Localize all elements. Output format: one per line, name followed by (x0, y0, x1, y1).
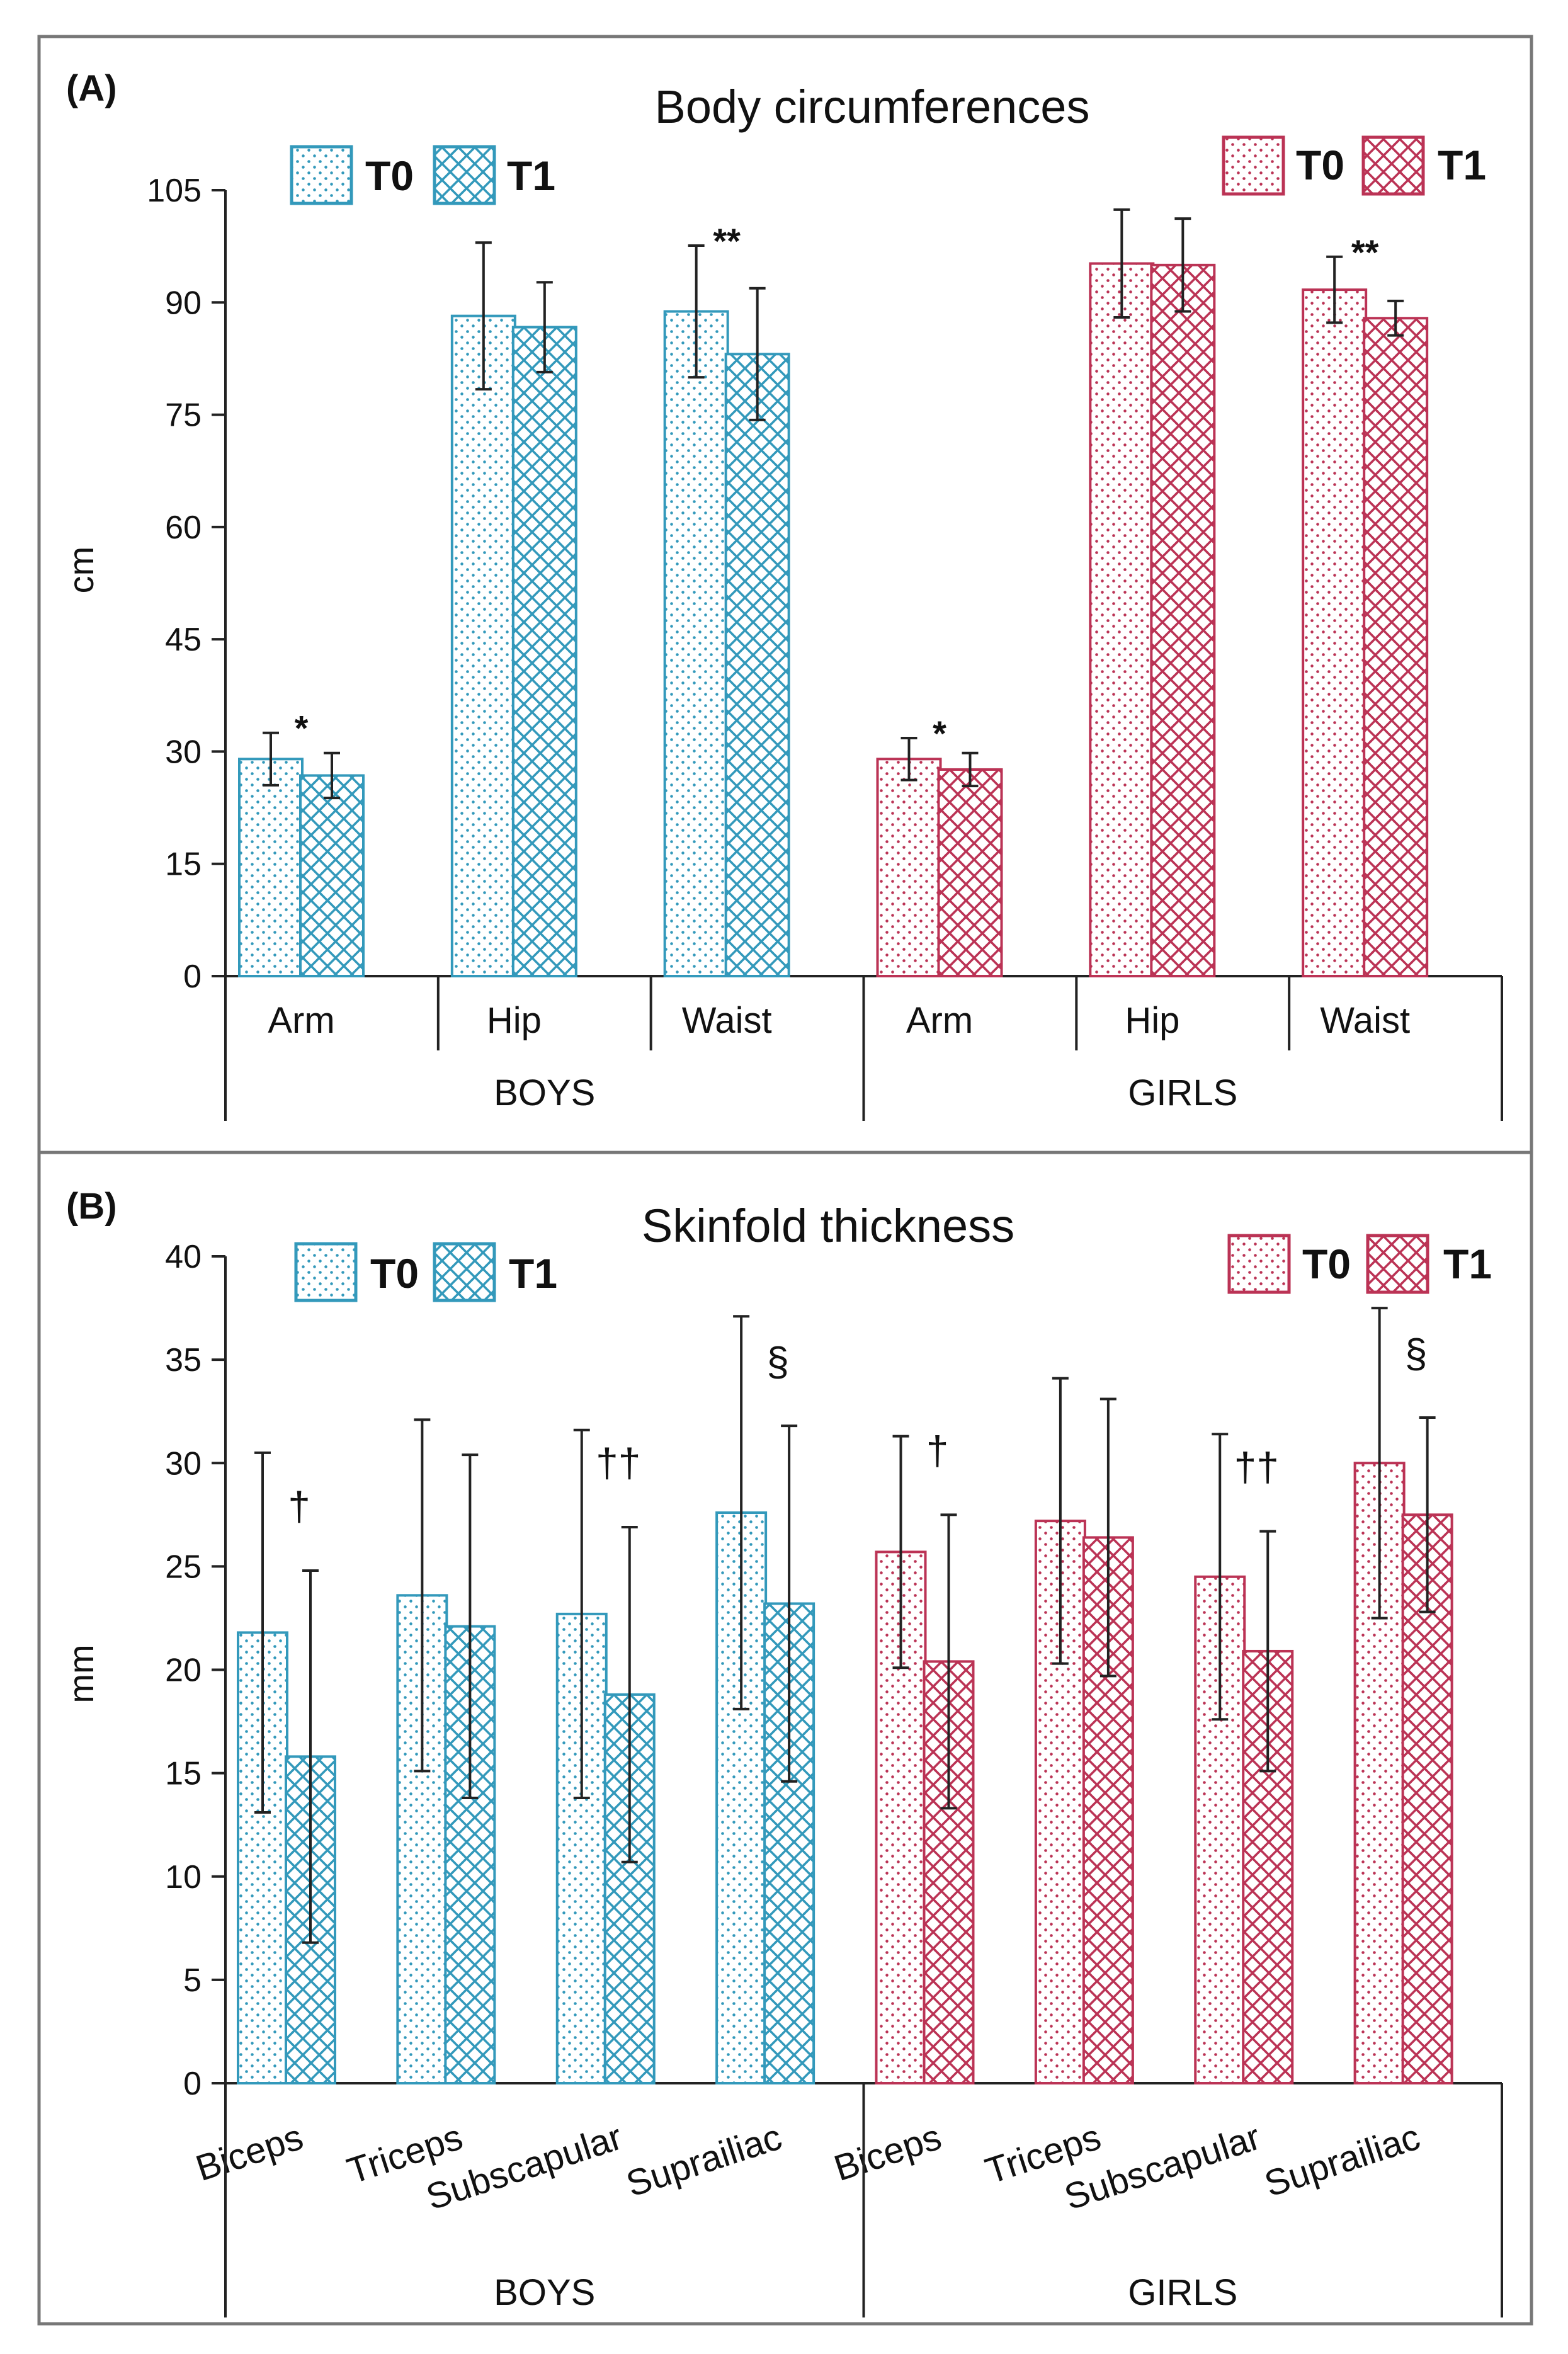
group-label: GIRLS (1128, 1072, 1237, 1113)
bar-girls-arm-t1 (937, 768, 1003, 978)
significance-marker: § (1405, 1331, 1428, 1376)
y-tick-label: 75 (165, 397, 202, 434)
significance-marker: †† (596, 1440, 640, 1486)
panel-b-legend-girls: T0 T1 (1227, 1234, 1492, 1294)
legend-swatch-boys-t0 (290, 145, 353, 205)
bar-boys-arm-t0 (238, 758, 304, 978)
significance-marker: † (288, 1484, 310, 1529)
legend-swatch-boys-t1 (433, 1242, 496, 1302)
legend-swatch-girls-t0 (1227, 1234, 1291, 1294)
bar-girls-waist-t0 (1302, 288, 1368, 978)
category-label: Biceps (829, 2117, 946, 2190)
panel-b-legend-boys: T0 T1 (294, 1242, 557, 1302)
y-tick-label: 25 (165, 1549, 202, 1585)
significance-marker: ** (1351, 232, 1379, 272)
y-tick-label: 105 (147, 173, 202, 209)
y-tick-label: 0 (183, 2066, 202, 2102)
y-tick-label: 35 (165, 1342, 202, 1379)
category-label: Waist (682, 1000, 772, 1041)
panel-b-y-axis-label: mm (61, 1644, 101, 1703)
significance-marker: * (933, 714, 946, 753)
significance-marker: § (766, 1339, 789, 1384)
category-label: Arm (906, 1000, 973, 1041)
panel-b-label: (B) (66, 1186, 117, 1227)
category-label: Hip (487, 1000, 542, 1041)
panel-a-legend-girls: T0 T1 (1222, 135, 1486, 196)
legend-label-boys-t0: T0 (365, 152, 414, 199)
legend-swatch-girls-t1 (1361, 135, 1425, 196)
y-tick-label: 10 (165, 1859, 202, 1896)
y-tick-label: 0 (183, 958, 202, 995)
category-label: Waist (1320, 1000, 1410, 1041)
group-label: GIRLS (1128, 2272, 1237, 2313)
bar-boys-waist-t1 (724, 353, 790, 977)
panel-b-frame (37, 1151, 1533, 2326)
bar-girls-hip-t1 (1150, 263, 1216, 977)
bar-girls-arm-t0 (876, 758, 942, 978)
bar-girls-hip-t0 (1089, 262, 1155, 978)
legend-label-girls-t1: T1 (1438, 142, 1486, 188)
category-label: Suprailiac (1259, 2117, 1424, 2205)
y-tick-label: 90 (165, 285, 202, 321)
legend-label-girls-t1: T1 (1443, 1241, 1492, 1287)
y-tick-label: 40 (165, 1239, 202, 1275)
y-tick-label: 30 (165, 1445, 202, 1482)
bar-boys-hip-t1 (511, 326, 577, 977)
panel-a-y-axis-label: cm (61, 547, 101, 594)
category-label: Arm (268, 1000, 334, 1041)
panel-b-title: Skinfold thickness (642, 1200, 1014, 1252)
bar-boys-waist-t0 (663, 310, 729, 977)
significance-marker: ** (713, 221, 741, 261)
panel-a-plot: 0 15 30 45 60 75 90 105 * Arm Hip ** Waist BOYS * Arm Hi… (147, 173, 1503, 1121)
bar-boys-arm-t1 (299, 774, 365, 978)
category-label: Suprailiac (622, 2117, 787, 2205)
panel-a-legend-boys: T0 T1 (290, 145, 555, 205)
significance-marker: * (295, 708, 309, 748)
legend-label-girls-t0: T0 (1302, 1241, 1351, 1287)
y-tick-label: 20 (165, 1652, 202, 1689)
legend-label-girls-t0: T0 (1296, 142, 1344, 188)
significance-marker: † (926, 1428, 949, 1473)
y-tick-label: 15 (165, 1756, 202, 1792)
legend-label-boys-t0: T0 (370, 1250, 419, 1297)
category-label: Biceps (191, 2117, 308, 2190)
group-label: BOYS (494, 1072, 595, 1113)
legend-label-boys-t1: T1 (509, 1250, 557, 1297)
legend-swatch-boys-t1 (433, 145, 496, 205)
y-tick-label: 5 (183, 1962, 202, 1999)
group-label: BOYS (494, 2272, 595, 2313)
y-tick-label: 60 (165, 509, 202, 546)
bar-girls-waist-t1 (1363, 317, 1429, 977)
panel-a-title: Body circumferences (655, 81, 1090, 133)
category-label: Hip (1125, 1000, 1179, 1041)
y-tick-label: 15 (165, 846, 202, 883)
legend-label-boys-t1: T1 (507, 152, 555, 199)
legend-swatch-boys-t0 (294, 1242, 358, 1302)
legend-swatch-girls-t1 (1366, 1234, 1429, 1294)
bar-boys-hip-t0 (450, 314, 516, 977)
y-tick-label: 30 (165, 734, 202, 770)
y-tick-label: 45 (165, 622, 202, 658)
legend-swatch-girls-t0 (1222, 135, 1285, 196)
significance-marker: †† (1234, 1445, 1279, 1490)
panel-a-label: (A) (66, 68, 117, 109)
